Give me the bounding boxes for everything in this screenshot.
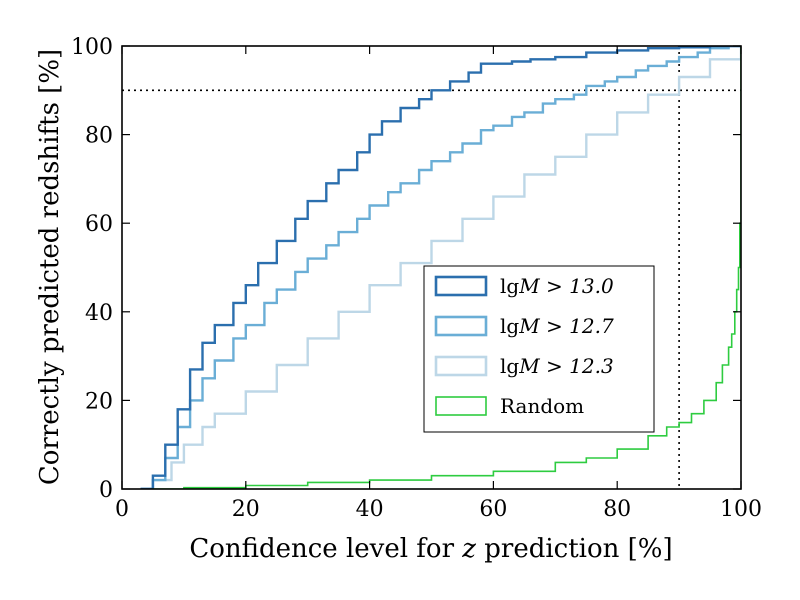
x-axis-label: Confidence level for z prediction [%] <box>189 534 672 564</box>
legend: lgM > 13.0 lgM > 12.7 lgM > 12.3 Random <box>423 265 655 433</box>
legend-swatch-4 <box>435 396 487 416</box>
legend-swatch-2 <box>434 315 488 337</box>
x-tick-label: 0 <box>115 497 129 522</box>
series-line-1 <box>140 46 741 489</box>
y-tick-label: 80 <box>85 124 113 149</box>
x-tick-label: 100 <box>720 497 762 522</box>
legend-swatch-3 <box>434 355 488 377</box>
plot-frame <box>121 45 742 490</box>
legend-swatch-1 <box>434 275 488 297</box>
series-line-2 <box>140 46 741 489</box>
axis-ticks: 0 20 40 60 80 100 0 20 40 60 80 100 <box>71 35 762 522</box>
y-tick-label: 100 <box>71 35 113 60</box>
y-axis-label: Correctly predicted redshifts [%] <box>35 49 65 485</box>
reference-lines <box>122 46 741 489</box>
legend-label-3: lgM > 12.3 <box>500 354 614 378</box>
x-tick-label: 80 <box>603 497 631 522</box>
y-tick-label: 0 <box>99 478 113 503</box>
x-tick-label: 40 <box>356 497 384 522</box>
x-tick-label: 20 <box>232 497 260 522</box>
legend-label-2: lgM > 12.7 <box>500 314 614 338</box>
y-tick-label: 40 <box>85 301 113 326</box>
legend-label-1: lgM > 13.0 <box>500 274 614 298</box>
y-tick-label: 60 <box>85 212 113 237</box>
series-line-3 <box>140 46 741 489</box>
legend-box <box>423 265 655 433</box>
x-tick-label: 60 <box>479 497 507 522</box>
legend-label-4: Random <box>500 394 584 418</box>
y-tick-label: 20 <box>85 389 113 414</box>
